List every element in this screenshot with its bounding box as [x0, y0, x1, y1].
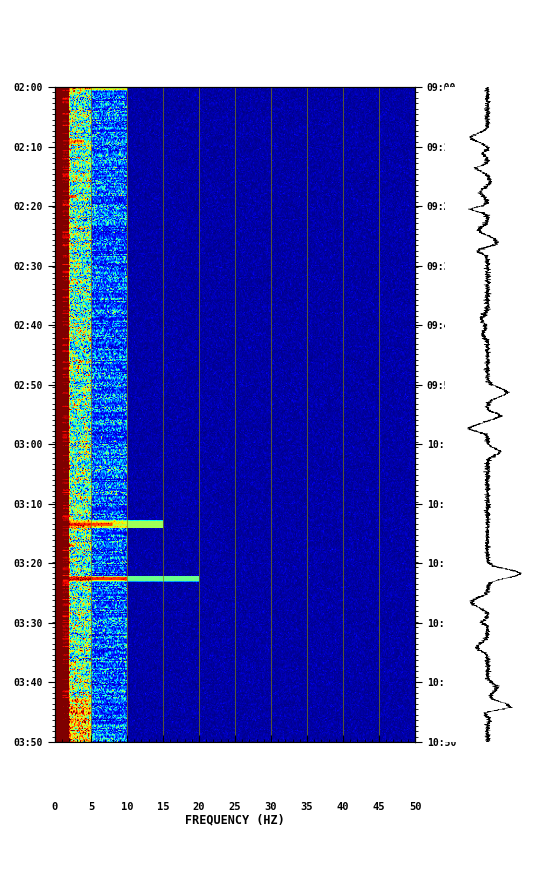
X-axis label: FREQUENCY (HZ): FREQUENCY (HZ)	[185, 814, 285, 826]
